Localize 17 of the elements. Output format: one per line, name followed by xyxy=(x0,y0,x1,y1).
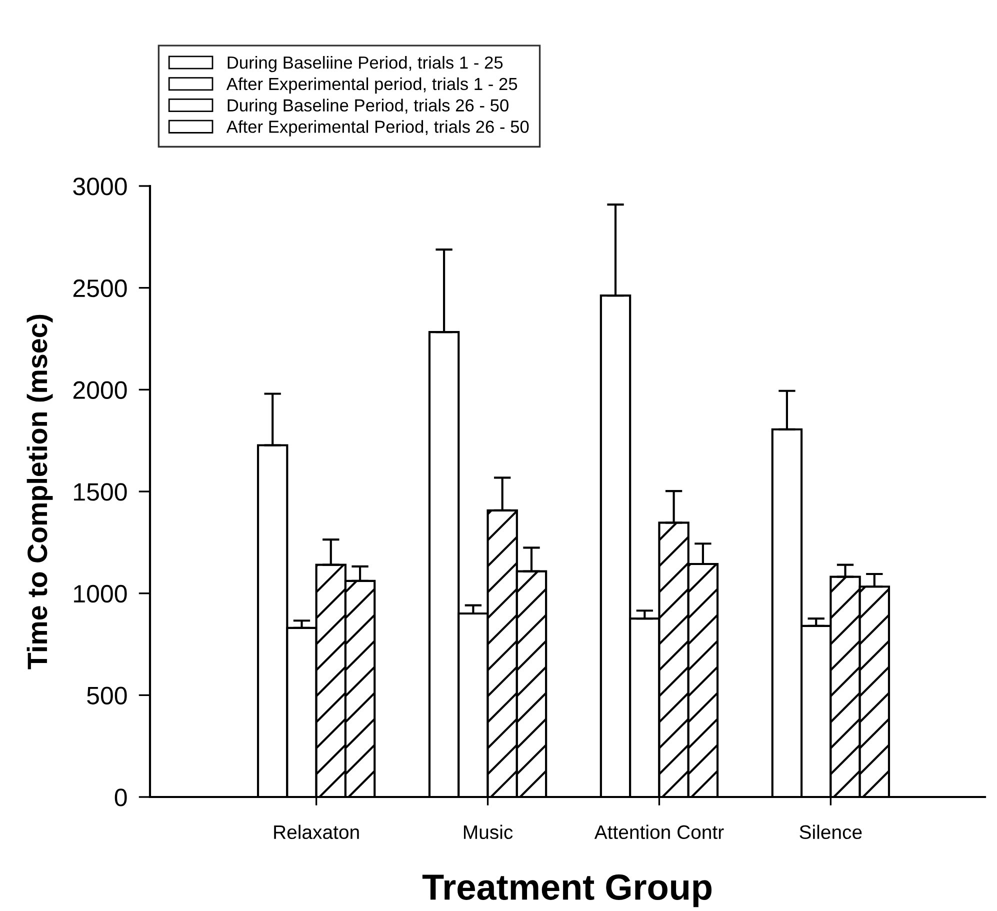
x-tick-label: Music xyxy=(464,824,513,840)
legend-label: After Experimental period, trials 1 - 25 xyxy=(226,77,518,94)
legend-label: During Baseliine Period, trials 1 - 25 xyxy=(228,56,503,72)
y-tick-label: 3000 xyxy=(73,178,127,196)
y-tick-label: 500 xyxy=(87,686,127,704)
x-tick-label: Attention Contr xyxy=(594,824,724,840)
y-tick-label: 2000 xyxy=(73,381,127,399)
legend-label: During Baseline Period, trials 26 - 50 xyxy=(228,98,508,115)
x-axis-title: Treatment Group xyxy=(422,874,712,908)
y-axis-title: Time to Completion (msec) xyxy=(26,314,53,670)
x-tick-label: Silence xyxy=(800,824,862,840)
y-tick-label: 1500 xyxy=(74,483,127,501)
y-tick-label: 0 xyxy=(114,788,127,806)
y-tick-label: 1000 xyxy=(74,584,127,603)
x-tick-label: Relaxaton xyxy=(274,824,359,840)
y-tick-label: 2500 xyxy=(73,279,127,298)
legend-label: After Experimental Period, trials 26 - 50 xyxy=(226,120,529,136)
